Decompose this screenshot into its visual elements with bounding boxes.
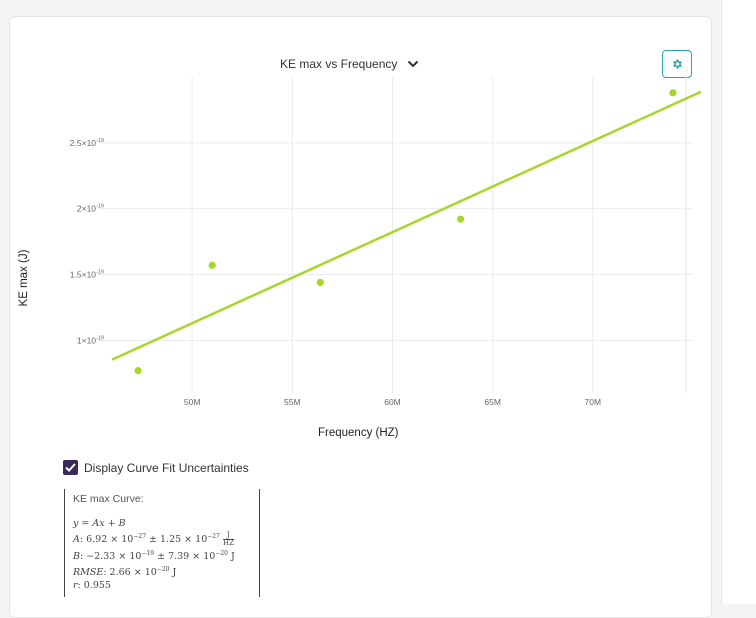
fit-equation: y = Ax + B xyxy=(73,518,126,529)
uncertainties-checkbox[interactable] xyxy=(63,460,78,475)
y-axis-label: KE max (J) xyxy=(18,249,30,307)
checkmark-icon xyxy=(65,463,76,472)
fit-rmse: RMSE: 2.66 × 10−20 J xyxy=(73,566,177,579)
chart-selector[interactable]: KE max vs Frequency xyxy=(280,57,419,71)
fit-title: KE max Curve: xyxy=(73,493,144,505)
settings-button[interactable] xyxy=(662,50,692,78)
scrollbar[interactable] xyxy=(721,0,756,604)
fit-param-b: B: −2.33 × 10−19 ± 7.39 × 10−20 J xyxy=(73,550,235,563)
curve-fit-results: KE max Curve: y = Ax + B A: 6.92 × 10−27… xyxy=(64,489,260,597)
unit-fraction: J HZ xyxy=(222,531,234,548)
fit-param-a: A: 6.92 × 10−27 ± 1.25 × 10−27 J HZ xyxy=(73,531,234,548)
chevron-down-icon[interactable] xyxy=(407,57,419,71)
fit-r: r: 0.955 xyxy=(73,580,111,592)
x-axis-label: Frequency (HZ) xyxy=(318,427,399,439)
display-uncertainties-option[interactable]: Display Curve Fit Uncertainties xyxy=(63,460,249,475)
chart-title: KE max vs Frequency xyxy=(280,57,398,71)
gear-icon xyxy=(673,59,682,69)
uncertainties-label: Display Curve Fit Uncertainties xyxy=(84,460,249,475)
